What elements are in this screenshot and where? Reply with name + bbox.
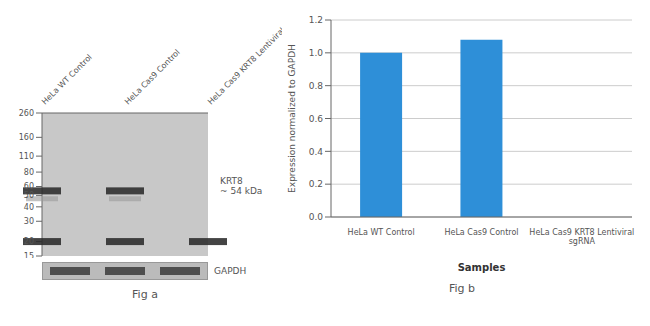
svg-text:15: 15 — [24, 252, 34, 258]
svg-text:0.0: 0.0 — [309, 212, 324, 222]
svg-text:HeLa Cas9 Control: HeLa Cas9 Control — [444, 228, 518, 237]
svg-text:30: 30 — [24, 217, 34, 226]
svg-text:HeLa Cas9 KRT8 Lentiviral sgRN: HeLa Cas9 KRT8 Lentiviral sgRNA — [206, 8, 282, 106]
html-text:Fig a: Fig a — [132, 288, 158, 301]
svg-text:0.6: 0.6 — [309, 114, 324, 124]
svg-text:KRT8~ 54 kDa: KRT8~ 54 kDa — [220, 176, 262, 197]
svg-text:0.8: 0.8 — [309, 81, 324, 91]
svg-text:HeLa WT Control: HeLa WT Control — [348, 228, 415, 237]
svg-text:60: 60 — [24, 182, 34, 191]
svg-text:1.2: 1.2 — [309, 15, 323, 25]
svg-text:40: 40 — [24, 203, 34, 212]
html-text:Fig b: Fig b — [449, 282, 475, 295]
html-text:GAPDH: GAPDH — [214, 266, 247, 276]
svg-text:HeLa Cas9 KRT8 LentiviralsgRNA: HeLa Cas9 KRT8 LentiviralsgRNA — [529, 228, 634, 246]
svg-text:260: 260 — [19, 109, 34, 118]
svg-text:HeLa WT Control: HeLa WT Control — [40, 53, 94, 107]
svg-text:110: 110 — [19, 152, 34, 161]
svg-text:Expression normalized to GAPDH: Expression normalized to GAPDH — [287, 44, 297, 193]
svg-text:160: 160 — [19, 133, 34, 142]
svg-text:0.4: 0.4 — [309, 147, 324, 157]
svg-text:50: 50 — [24, 191, 34, 200]
svg-text:Samples: Samples — [458, 262, 506, 273]
svg-text:80: 80 — [24, 168, 34, 177]
svg-text:0.2: 0.2 — [309, 179, 323, 189]
svg-text:1.0: 1.0 — [309, 48, 324, 58]
svg-text:20: 20 — [24, 237, 34, 246]
svg-text:HeLa Cas9 Control: HeLa Cas9 Control — [123, 48, 182, 107]
